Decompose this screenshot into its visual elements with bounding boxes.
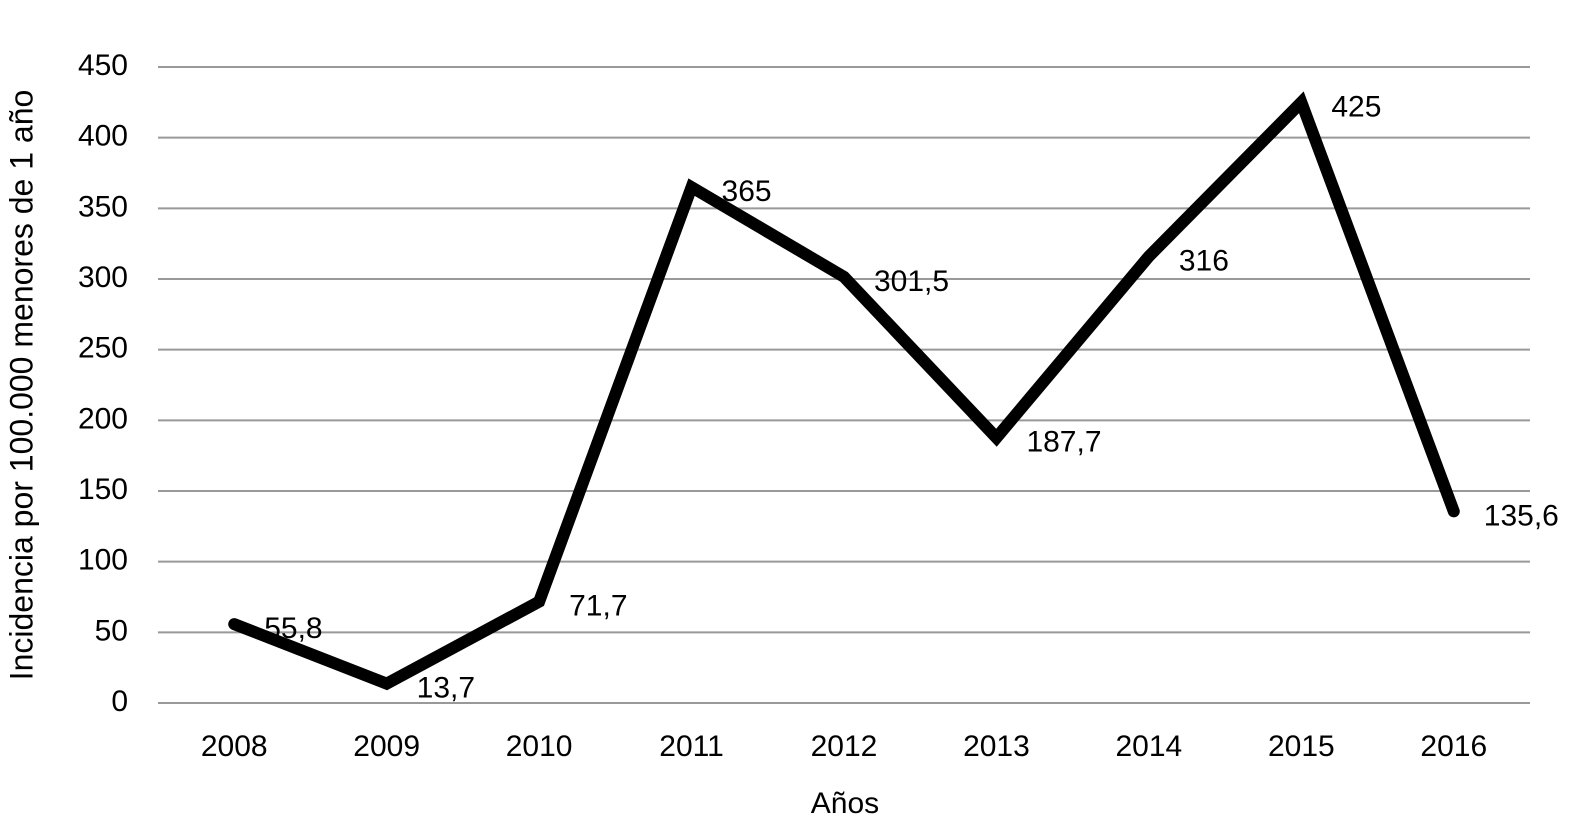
x-tick-label: 2016 — [1420, 730, 1487, 763]
x-axis-label: Años — [811, 787, 879, 820]
y-tick-label: 150 — [78, 473, 128, 506]
x-tick-label: 2011 — [659, 730, 724, 763]
x-tick-label: 2012 — [811, 730, 878, 763]
data-label: 187,7 — [1026, 426, 1101, 459]
y-axis-label: Incidencia por 100.000 menores de 1 año — [3, 90, 39, 681]
y-tick-label: 0 — [111, 685, 128, 718]
data-label: 71,7 — [569, 590, 627, 623]
y-tick-label: 400 — [78, 120, 128, 153]
data-label: 316 — [1179, 244, 1229, 277]
x-tick-label: 2013 — [963, 730, 1030, 763]
data-line — [228, 91, 1460, 691]
data-label: 365 — [722, 175, 772, 208]
x-tick-label: 2008 — [201, 730, 268, 763]
data-label: 425 — [1331, 90, 1381, 123]
data-label: 55,8 — [264, 612, 322, 645]
y-tick-label: 300 — [78, 261, 128, 294]
y-tick-label: 100 — [78, 544, 128, 577]
x-tick-label: 2015 — [1268, 730, 1335, 763]
x-tick-label: 2010 — [506, 730, 573, 763]
data-label: 135,6 — [1484, 499, 1559, 532]
data-label: 301,5 — [874, 265, 949, 298]
x-tick-label: 2009 — [353, 730, 420, 763]
y-tick-label: 200 — [78, 402, 128, 435]
y-tick-label: 250 — [78, 332, 128, 365]
data-label: 13,7 — [417, 672, 475, 705]
y-tick-label: 50 — [95, 614, 128, 647]
y-tick-label: 350 — [78, 190, 128, 223]
y-tick-label: 450 — [78, 49, 128, 82]
x-tick-label: 2014 — [1116, 730, 1183, 763]
